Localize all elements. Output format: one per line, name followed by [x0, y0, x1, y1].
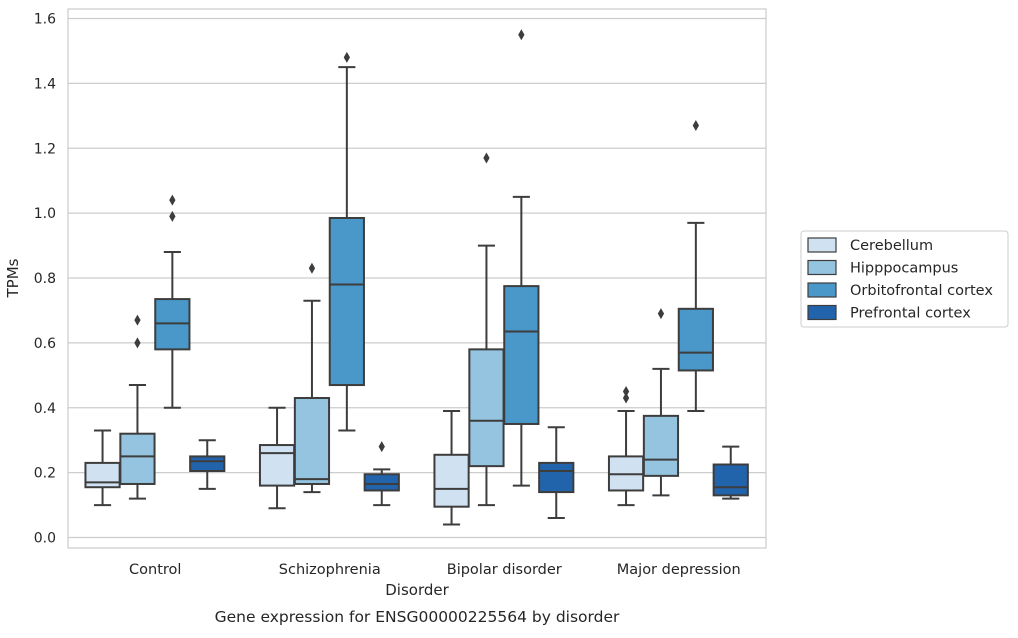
outlier-point — [134, 337, 141, 349]
box-orbitofrontal-cortex — [154, 194, 191, 409]
box-prefrontal-cortex — [189, 439, 226, 490]
y-tick-label: 1.2 — [34, 141, 56, 157]
box-iqr — [468, 348, 505, 468]
x-tick-label: Major depression — [617, 562, 741, 578]
box-iqr — [119, 432, 156, 485]
box-iqr — [677, 307, 714, 372]
box-hipppocampus — [293, 262, 331, 494]
legend-label: Prefrontal cortex — [850, 306, 971, 322]
outlier-point — [308, 262, 316, 274]
box-cerebellum — [258, 406, 296, 510]
x-tick-label: Bipolar disorder — [447, 562, 562, 578]
outlier-point — [622, 386, 630, 398]
outlier-point — [378, 441, 385, 453]
box-cerebellum — [607, 386, 645, 507]
y-ticks: 0.0 0.2 0.4 0.6 0.8 1.0 1.2 1.4 1.6 — [34, 12, 56, 547]
boxes — [84, 29, 749, 526]
box-iqr — [293, 397, 331, 485]
box-iqr — [433, 453, 470, 508]
box-hipppocampus — [642, 308, 680, 497]
outlier-point — [518, 29, 525, 41]
y-tick-label: 0.2 — [34, 466, 56, 482]
y-tick-label: 0.6 — [34, 336, 56, 352]
box-prefrontal-cortex — [363, 441, 400, 507]
x-tick-label: Schizophrenia — [279, 562, 381, 578]
box-iqr — [328, 216, 365, 387]
box-iqr — [363, 473, 400, 492]
box-cerebellum — [84, 429, 121, 507]
outlier-point — [622, 392, 630, 404]
box-cerebellum — [433, 409, 470, 526]
y-tick-label: 1.0 — [34, 206, 56, 222]
legend-frame — [800, 230, 1009, 328]
box-iqr — [189, 455, 226, 473]
box-orbitofrontal-cortex — [677, 120, 714, 412]
outlier-point — [692, 120, 700, 132]
chart-caption: Gene expression for ENSG00000225564 by d… — [215, 608, 620, 626]
legend-label: Cerebellum — [850, 238, 933, 254]
legend-label: Orbitofrontal cortex — [850, 283, 993, 299]
outlier-point — [657, 308, 665, 320]
box-iqr — [538, 461, 575, 494]
legend-label: Hipppocampus — [850, 261, 958, 277]
box-iqr — [642, 414, 680, 477]
x-tick-label: Control — [129, 562, 181, 578]
y-tick-label: 1.4 — [34, 76, 56, 92]
box-hipppocampus — [119, 314, 156, 500]
outlier-point — [134, 314, 141, 326]
x-axis-label: Disorder — [385, 581, 449, 599]
box-iqr — [712, 463, 749, 497]
box-iqr — [258, 444, 296, 487]
box-orbitofrontal-cortex — [328, 51, 365, 432]
box-prefrontal-cortex — [712, 445, 749, 500]
outlier-point — [169, 194, 176, 206]
box-orbitofrontal-cortex — [503, 29, 540, 487]
legend-swatch — [807, 304, 837, 321]
box-iqr — [84, 461, 121, 489]
box-prefrontal-cortex — [538, 426, 575, 520]
y-tick-label: 0.4 — [34, 401, 56, 417]
legend-swatch — [807, 282, 837, 298]
legend-swatch — [807, 259, 837, 276]
outlier-point — [169, 210, 176, 222]
box-iqr — [503, 285, 540, 425]
y-axis-label: TPMs — [4, 258, 22, 298]
plot-frame — [67, 8, 767, 549]
y-tick-label: 0.8 — [34, 271, 56, 287]
y-tick-label: 0.0 — [34, 531, 56, 547]
box-hipppocampus — [468, 152, 505, 507]
y-tick-label: 1.6 — [34, 12, 56, 28]
legend-swatch — [807, 237, 837, 253]
outlier-point — [343, 51, 351, 63]
legend: Cerebellum Hipppocampus Orbitofrontal cort… — [800, 230, 1009, 328]
x-ticks: Control Schizophrenia Bipolar disorder Majo… — [129, 562, 741, 578]
outlier-point — [483, 152, 490, 164]
